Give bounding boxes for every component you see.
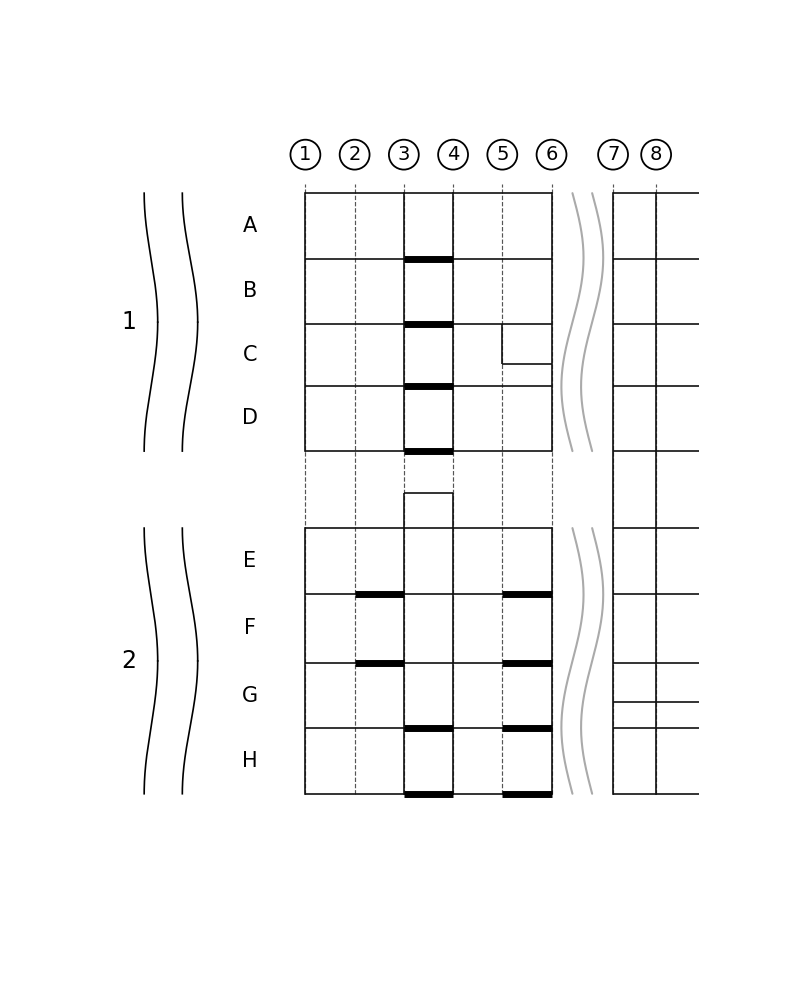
Text: 1: 1	[121, 310, 137, 334]
Text: 3: 3	[398, 145, 410, 164]
Text: 6: 6	[545, 145, 557, 164]
Text: 7: 7	[607, 145, 619, 164]
Text: E: E	[244, 551, 256, 571]
Text: B: B	[243, 281, 257, 301]
Text: H: H	[242, 751, 258, 771]
Text: C: C	[243, 345, 257, 365]
Text: 8: 8	[650, 145, 662, 164]
Text: D: D	[242, 408, 258, 428]
Text: A: A	[243, 216, 257, 236]
Text: G: G	[242, 686, 258, 706]
Text: F: F	[244, 618, 256, 638]
Text: 4: 4	[447, 145, 459, 164]
Text: 2: 2	[121, 649, 137, 673]
Text: 2: 2	[349, 145, 360, 164]
Text: 1: 1	[299, 145, 311, 164]
Text: 5: 5	[496, 145, 508, 164]
